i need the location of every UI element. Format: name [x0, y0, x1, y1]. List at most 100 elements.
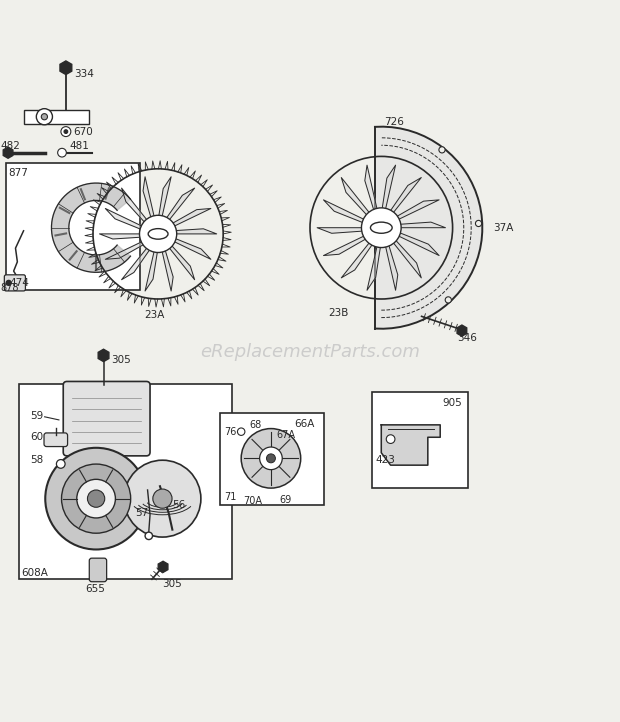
Circle shape [439, 147, 445, 153]
Polygon shape [388, 178, 422, 217]
Polygon shape [161, 246, 173, 291]
Circle shape [61, 464, 131, 534]
Text: 423: 423 [375, 455, 395, 465]
Polygon shape [98, 349, 109, 362]
Polygon shape [394, 231, 439, 256]
Circle shape [476, 220, 482, 227]
Polygon shape [122, 245, 152, 279]
Circle shape [260, 447, 282, 469]
Circle shape [56, 460, 65, 469]
Ellipse shape [371, 222, 392, 233]
Polygon shape [392, 200, 439, 222]
Text: 877: 877 [9, 168, 29, 178]
Text: 482: 482 [1, 141, 20, 151]
Text: 68: 68 [250, 420, 262, 430]
Text: 878: 878 [1, 283, 19, 293]
Circle shape [42, 113, 48, 120]
Circle shape [445, 297, 451, 303]
Polygon shape [164, 188, 195, 223]
FancyBboxPatch shape [4, 275, 25, 291]
Polygon shape [317, 227, 368, 233]
Circle shape [87, 490, 105, 508]
Circle shape [145, 532, 153, 539]
Text: 70A: 70A [244, 496, 263, 506]
Circle shape [58, 148, 66, 157]
Text: 66A: 66A [294, 419, 315, 430]
Bar [24, 110, 89, 123]
Circle shape [267, 454, 275, 463]
FancyBboxPatch shape [89, 558, 107, 582]
Bar [19, 384, 232, 579]
Circle shape [64, 130, 68, 134]
Polygon shape [341, 178, 373, 219]
Text: 305: 305 [112, 355, 131, 365]
Polygon shape [390, 236, 422, 278]
Text: 655: 655 [86, 583, 105, 593]
Polygon shape [375, 126, 482, 329]
Text: 71: 71 [224, 492, 236, 503]
Polygon shape [365, 165, 378, 215]
Polygon shape [394, 222, 445, 227]
Polygon shape [367, 241, 381, 290]
Text: 334: 334 [74, 69, 94, 79]
Circle shape [6, 280, 11, 285]
Text: 346: 346 [458, 333, 477, 343]
Polygon shape [99, 234, 145, 239]
Circle shape [45, 448, 147, 549]
Text: 56: 56 [172, 500, 185, 510]
Text: 726: 726 [384, 117, 404, 127]
Bar [372, 392, 468, 488]
Polygon shape [3, 147, 13, 158]
Circle shape [61, 126, 71, 136]
FancyBboxPatch shape [63, 381, 150, 456]
Polygon shape [143, 177, 155, 222]
Polygon shape [105, 209, 146, 231]
Polygon shape [51, 183, 130, 272]
Circle shape [386, 435, 395, 443]
Polygon shape [158, 177, 171, 221]
Polygon shape [381, 165, 396, 214]
Text: 76: 76 [224, 427, 236, 437]
Text: 57: 57 [135, 508, 148, 518]
Circle shape [77, 479, 115, 518]
Text: 474: 474 [9, 279, 29, 289]
Ellipse shape [148, 229, 168, 239]
Circle shape [140, 215, 177, 253]
Polygon shape [381, 425, 440, 465]
Polygon shape [122, 188, 149, 225]
Circle shape [241, 429, 301, 488]
Text: 60: 60 [30, 432, 43, 442]
Polygon shape [60, 61, 72, 74]
Text: 670: 670 [73, 126, 93, 136]
Polygon shape [145, 247, 158, 291]
Text: 481: 481 [69, 141, 89, 151]
Text: 37A: 37A [494, 222, 514, 232]
Text: 608A: 608A [22, 568, 48, 578]
Polygon shape [324, 234, 371, 256]
Polygon shape [170, 237, 211, 259]
Polygon shape [167, 243, 195, 279]
Text: 59: 59 [30, 411, 43, 420]
Polygon shape [384, 240, 398, 290]
Text: 67A: 67A [276, 430, 295, 440]
Circle shape [153, 489, 172, 508]
Text: 905: 905 [442, 398, 462, 408]
Polygon shape [105, 240, 148, 259]
FancyBboxPatch shape [44, 433, 68, 447]
Polygon shape [457, 325, 467, 336]
Circle shape [361, 208, 401, 248]
Circle shape [124, 460, 201, 537]
Text: 69: 69 [279, 495, 291, 505]
Polygon shape [158, 561, 168, 573]
Bar [220, 413, 324, 505]
Text: 23B: 23B [329, 308, 349, 318]
Polygon shape [171, 229, 217, 234]
Text: 23A: 23A [144, 310, 165, 320]
Bar [6, 162, 140, 290]
Text: 58: 58 [30, 455, 43, 465]
Polygon shape [341, 238, 375, 278]
Circle shape [237, 428, 245, 435]
Text: 305: 305 [162, 579, 182, 589]
Circle shape [37, 108, 53, 125]
Polygon shape [324, 200, 369, 225]
